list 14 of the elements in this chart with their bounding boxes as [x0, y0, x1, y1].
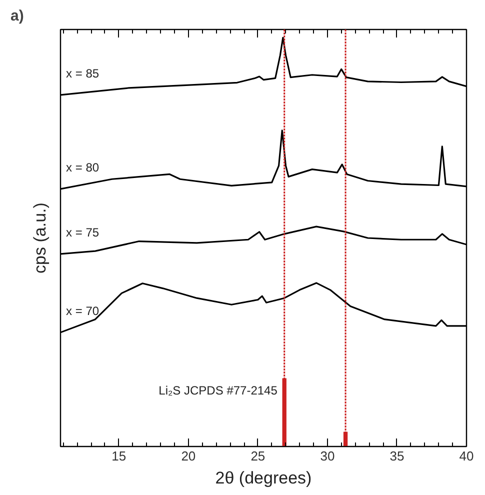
x-tick-label: 35: [390, 448, 404, 464]
x-tick-label: 15: [112, 448, 126, 464]
series-label: x = 70: [66, 304, 100, 318]
text: a): [10, 8, 24, 24]
series-label: x = 75: [66, 226, 100, 240]
series-label: x = 80: [66, 160, 100, 175]
series-label: Li₂S JCPDS #77-2145: [158, 383, 278, 398]
x-tick-label: 20: [181, 448, 196, 464]
x-tick-label: 25: [250, 448, 266, 464]
y-axis-title: cps (a.u.): [30, 202, 50, 274]
x-axis-title: 2θ (degrees): [215, 468, 312, 488]
x-tick-label: 40: [459, 448, 474, 464]
x-tick-label: 30: [320, 448, 335, 464]
series-label: x = 85: [66, 66, 100, 81]
